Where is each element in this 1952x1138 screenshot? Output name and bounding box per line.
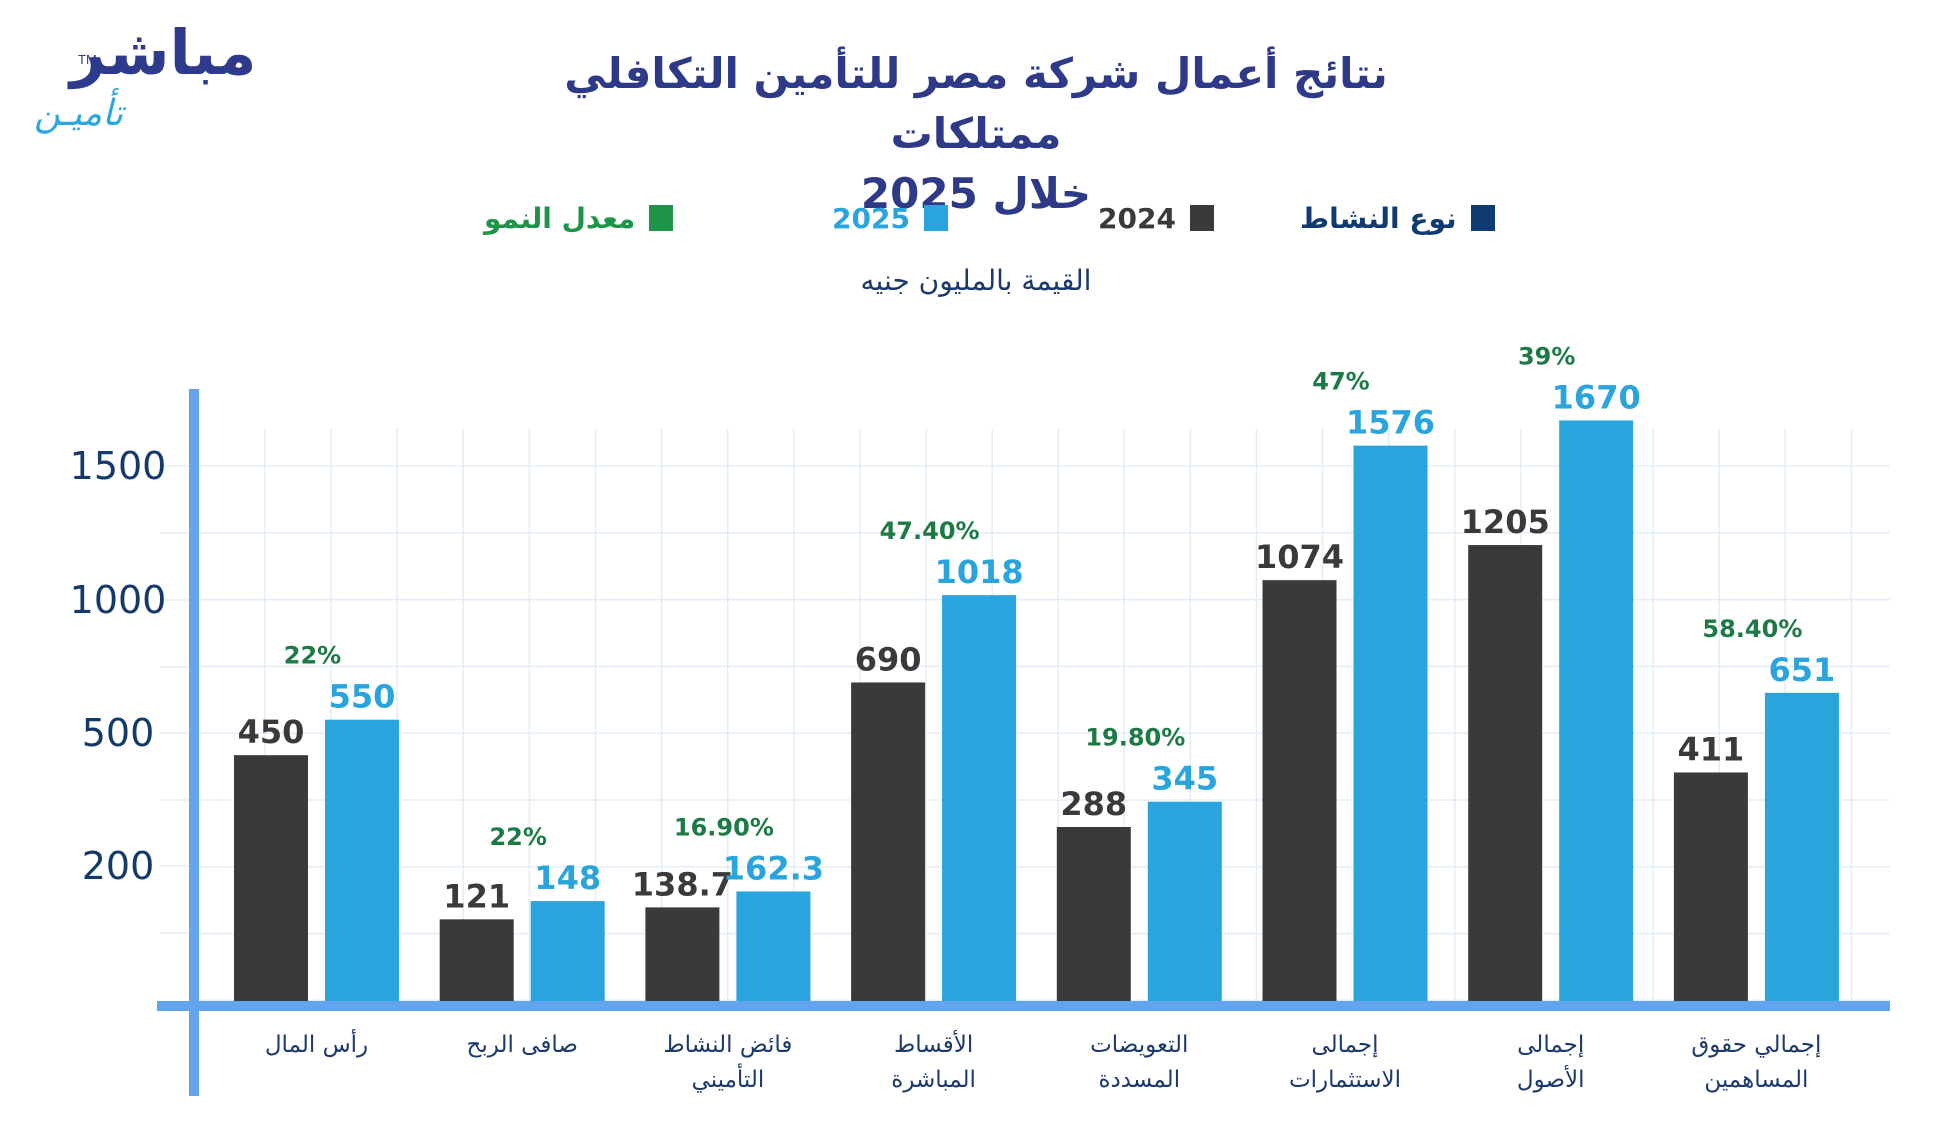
data-label-2024: 138.7 [632, 865, 733, 903]
legend-item-activity-type: نوع النشاط [1300, 198, 1495, 238]
data-label-2025: 550 [329, 678, 396, 716]
data-label-2025: 1576 [1346, 404, 1435, 442]
bar-2025 [530, 901, 605, 1001]
growth-rate-label: 16.90% [674, 813, 774, 841]
data-label-2024: 411 [1678, 730, 1745, 768]
data-label-2025: 162.3 [723, 849, 824, 887]
bar-2025 [1147, 801, 1222, 1001]
legend-swatch-2025 [923, 205, 948, 231]
legend-swatch-2024 [1189, 205, 1214, 231]
labels: 450 550 22% رأس المال 121 148 22% صافى الربح 138… [70, 342, 1836, 1093]
y-tick-label: 500 [82, 711, 155, 755]
legend-label-2025: 2025 [832, 201, 910, 235]
legend-label-2024: 2024 [1098, 201, 1176, 235]
legend-label-growth-rate: معدل النمو [484, 201, 636, 235]
data-label-2025: 1670 [1552, 378, 1641, 416]
data-label-2024: 690 [855, 640, 922, 678]
y-axis-line [189, 389, 199, 1096]
bar-2025 [1764, 692, 1839, 1001]
bar-2024 [234, 755, 308, 1001]
growth-rate-label: 47.40% [880, 517, 980, 545]
category-label: إجمالى [1311, 1032, 1378, 1058]
y-tick-label: 200 [82, 844, 155, 888]
growth-rate-label: 22% [489, 823, 546, 851]
logo-tameen: تأميـن [34, 93, 124, 134]
legend-item-2025: 2025 [832, 198, 948, 238]
bar-2025 [1353, 445, 1428, 1002]
category-label: المساهمين [1704, 1067, 1808, 1093]
category-label: رأس المال [265, 1029, 368, 1058]
bar-2025 [942, 595, 1017, 1001]
data-label-2025: 148 [534, 859, 601, 897]
category-label: إجمالى [1517, 1032, 1584, 1058]
data-label-2024: 450 [238, 713, 305, 751]
bar-2024 [645, 907, 720, 1001]
category-label: الأقساط [894, 1030, 973, 1058]
bar-2024 [1673, 772, 1748, 1001]
legend-item-growth-rate: معدل النمو [484, 198, 674, 238]
y-tick-label: 1500 [70, 444, 167, 488]
bar-2025 [325, 719, 399, 1001]
category-label: فائض النشاط [663, 1032, 792, 1058]
x-axis-line [157, 1001, 1890, 1011]
category-label: الاستثمارات [1289, 1067, 1401, 1093]
bars [234, 420, 1839, 1002]
bar-2024 [1262, 580, 1337, 1001]
data-label-2024: 121 [443, 877, 510, 915]
category-label: التعويضات [1090, 1032, 1188, 1058]
growth-rate-label: 22% [284, 642, 341, 670]
bar-2024 [1056, 826, 1131, 1001]
bar-2024 [851, 682, 926, 1001]
chart-subtitle-unit: القيمة بالمليون جنيه [860, 264, 1092, 297]
chart-title-line1: نتائج أعمال شركة مصر للتأمين التكافلي مم… [564, 49, 1388, 158]
chart-title-line2: خلال 2025 [860, 169, 1092, 218]
category-label: المسددة [1099, 1067, 1181, 1093]
axes [157, 389, 1890, 1096]
category-label: الأصول [1517, 1065, 1585, 1093]
category-label: التأميني [692, 1063, 765, 1093]
legend-swatch-activity-type [1470, 205, 1495, 231]
growth-rate-label: 58.40% [1702, 615, 1802, 643]
logo-mubasher: مباشر [70, 16, 259, 89]
data-label-2025: 1018 [935, 553, 1024, 591]
chart-title: نتائج أعمال شركة مصر للتأمين التكافلي مم… [476, 44, 1476, 224]
growth-rate-label: 19.80% [1085, 724, 1185, 752]
data-label-2024: 288 [1060, 785, 1127, 823]
y-tick-label: 1000 [70, 578, 167, 622]
category-label: صافى الربح [467, 1032, 578, 1058]
growth-rate-label: 47% [1312, 368, 1369, 396]
category-label: المباشرة [891, 1067, 976, 1093]
growth-rate-label: 39% [1518, 342, 1575, 370]
legend-item-2024: 2024 [1098, 198, 1214, 238]
bar-2025 [1559, 420, 1634, 1001]
bar-2024 [439, 919, 514, 1001]
data-label-2024: 1205 [1461, 503, 1550, 541]
category-label: إجمالي حقوق [1691, 1032, 1821, 1058]
data-label-2025: 345 [1151, 760, 1218, 798]
legend-swatch-growth-rate [649, 205, 674, 231]
data-label-2024: 1074 [1255, 538, 1344, 576]
bar-2025 [736, 891, 811, 1001]
legend-label-activity-type: نوع النشاط [1300, 201, 1457, 235]
bar-2024 [1468, 545, 1543, 1001]
logo-trademark: TM [78, 52, 97, 67]
data-label-2025: 651 [1769, 651, 1836, 689]
